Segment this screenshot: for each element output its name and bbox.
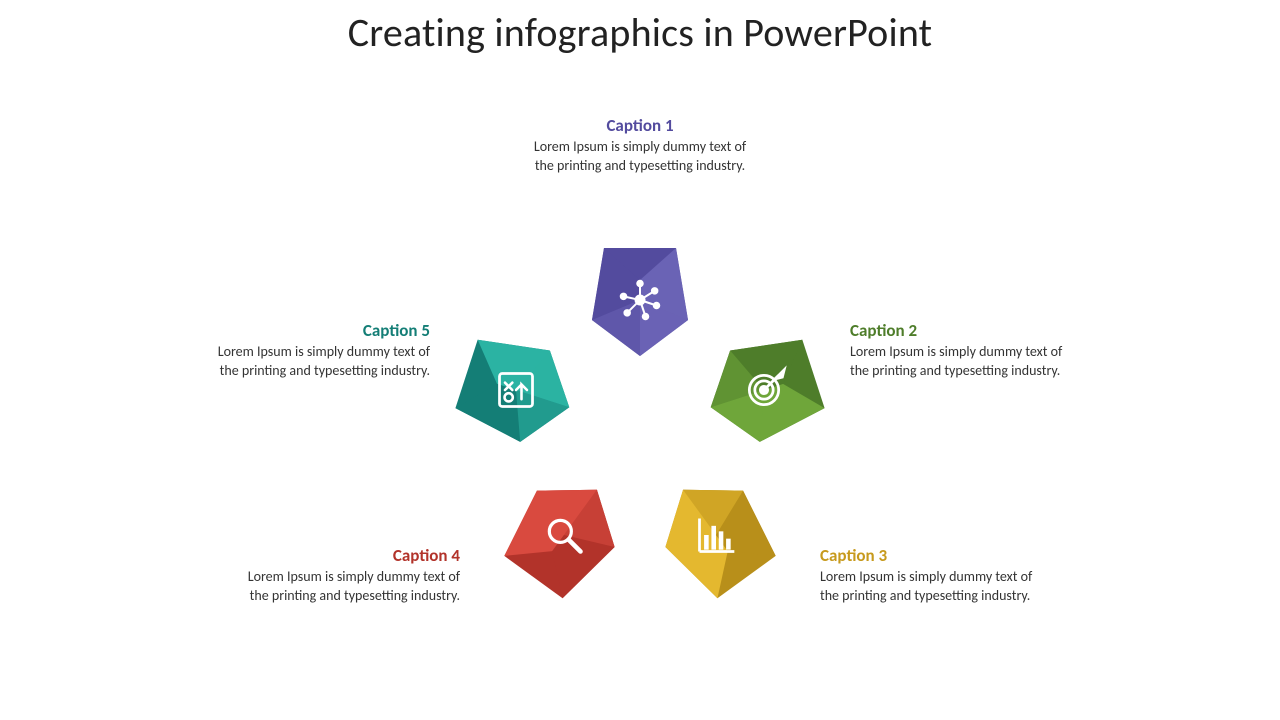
strategy-icon — [456, 330, 576, 450]
caption-body: Lorem Ipsum is simply dummy text of the … — [240, 568, 460, 606]
petal-1 — [580, 240, 700, 360]
slide-title: Creating infographics in PowerPoint — [0, 8, 1280, 57]
petal-5-caption: Caption 5Lorem Ipsum is simply dummy tex… — [210, 320, 430, 381]
network-icon — [580, 240, 700, 360]
caption-title: Caption 3 — [820, 545, 1040, 566]
bar-chart-icon — [656, 475, 776, 595]
caption-body: Lorem Ipsum is simply dummy text of the … — [820, 568, 1040, 606]
caption-title: Caption 2 — [850, 320, 1070, 341]
petal-2-caption: Caption 2Lorem Ipsum is simply dummy tex… — [850, 320, 1070, 381]
caption-body: Lorem Ipsum is simply dummy text of the … — [530, 138, 750, 176]
petal-3 — [656, 475, 776, 595]
petal-4 — [504, 475, 624, 595]
magnifier-icon — [504, 475, 624, 595]
petal-1-caption: Caption 1Lorem Ipsum is simply dummy tex… — [530, 115, 750, 176]
slide-canvas: Creating infographics in PowerPoint Capt… — [0, 0, 1280, 720]
petal-3-caption: Caption 3Lorem Ipsum is simply dummy tex… — [820, 545, 1040, 606]
caption-body: Lorem Ipsum is simply dummy text of the … — [850, 343, 1070, 381]
caption-title: Caption 4 — [240, 545, 460, 566]
petal-4-caption: Caption 4Lorem Ipsum is simply dummy tex… — [240, 545, 460, 606]
petal-2 — [704, 330, 824, 450]
petal-5 — [456, 330, 576, 450]
caption-title: Caption 1 — [530, 115, 750, 136]
caption-body: Lorem Ipsum is simply dummy text of the … — [210, 343, 430, 381]
target-icon — [704, 330, 824, 450]
caption-title: Caption 5 — [210, 320, 430, 341]
